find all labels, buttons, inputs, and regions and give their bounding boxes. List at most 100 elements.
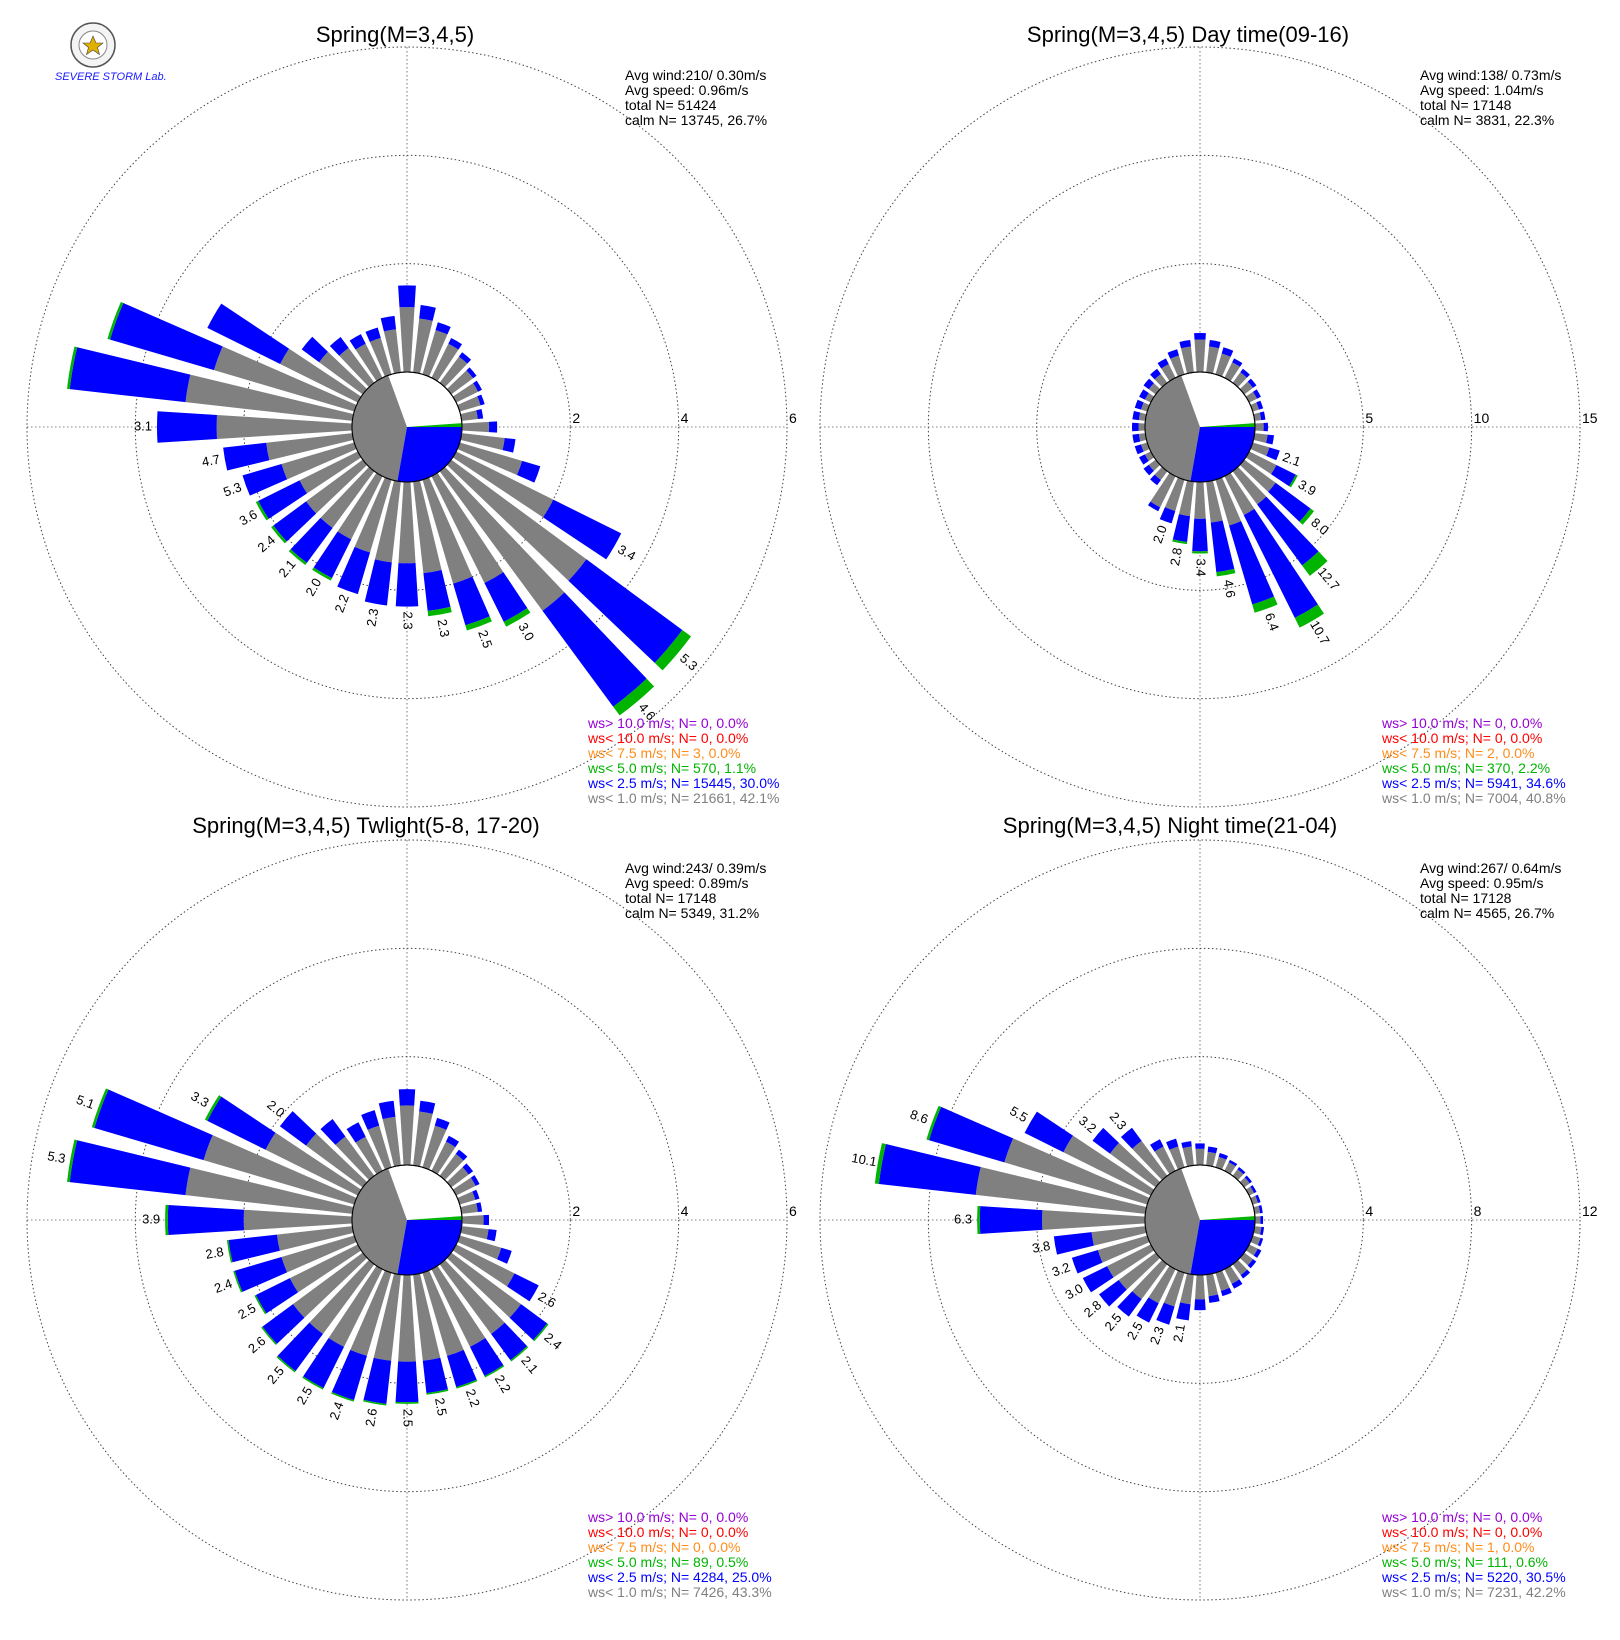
wind-bar-segment: [445, 1135, 460, 1148]
wind-bar-segment: [281, 1235, 357, 1273]
wind-bar-segment: [399, 307, 415, 373]
wind-bar-segment: [1245, 1186, 1255, 1196]
wind-bar-segment: [503, 608, 531, 627]
wind-bar-segment: [1176, 1302, 1191, 1321]
wind-bar-segment: [398, 285, 416, 308]
legend-entry: ws< 7.5 m/s; N= 2, 0.0%: [1381, 745, 1535, 761]
wind-bar-segment: [1256, 400, 1264, 410]
wind-bar-segment: [69, 347, 191, 403]
wind-bar-segment: [302, 1376, 324, 1390]
bar-label: 8.6: [908, 1107, 930, 1127]
wind-bar-segment: [1228, 521, 1275, 605]
wind-bar-segment: [1139, 454, 1149, 465]
wind-bar-segment: [337, 472, 383, 540]
wind-bar-segment: [1169, 1146, 1185, 1170]
wind-bar-segment: [329, 336, 349, 356]
wind-bar-segment: [1181, 1141, 1192, 1149]
stat-line: Avg wind:138/ 0.73m/s: [1420, 67, 1561, 83]
wind-bar-segment: [1159, 507, 1176, 524]
wind-bar-segment: [422, 1125, 447, 1170]
wind-bar-segment: [1218, 1152, 1228, 1160]
wind-bar-segment: [167, 1204, 244, 1236]
wind-bar-segment: [466, 367, 477, 379]
stat-line: total N= 17128: [1420, 890, 1512, 906]
wind-bar-segment: [1071, 1250, 1103, 1274]
wind-bar-segment: [1266, 434, 1275, 445]
wind-bar-segment: [1206, 346, 1220, 374]
wind-bar-segment: [213, 346, 357, 412]
wind-bar-segment: [1224, 472, 1255, 516]
bar-label: 3.4: [1194, 558, 1209, 576]
ring-label: 4: [681, 410, 689, 426]
wind-bar-segment: [439, 1153, 464, 1181]
windrose-panel-2: 5 10 152.13.98.012.710.76.44.63.42.82.0Spr…: [819, 22, 1598, 808]
bar-label: 6.4: [1262, 611, 1282, 633]
ring-circle: [26, 46, 788, 808]
legend-entry: ws< 10.0 m/s; N= 0, 0.0%: [1381, 1524, 1542, 1540]
wind-bar-segment: [484, 572, 528, 622]
wind-bar-segment: [1163, 1270, 1185, 1307]
wind-bar-segment: [1156, 1302, 1175, 1325]
wind-bar-segment: [460, 433, 505, 451]
bar-label: 2.3: [1147, 1324, 1167, 1346]
wind-bar-segment: [413, 318, 433, 374]
calm-sector-green: [407, 423, 462, 427]
bar-label: 2.5: [1124, 1319, 1146, 1342]
wind-bar-segment: [457, 1191, 476, 1205]
wind-bar-segment: [1154, 466, 1168, 480]
wind-bar-segment: [1228, 1159, 1238, 1167]
wind-bar-segment: [1024, 1111, 1073, 1153]
bar-label: 5.3: [221, 479, 243, 499]
wind-bar-segment: [395, 562, 419, 607]
ring-circle: [927, 154, 1473, 700]
wind-bar-segment: [1150, 472, 1176, 508]
wind-bar-segment: [1253, 1226, 1262, 1235]
wind-bar-segment: [1132, 1140, 1168, 1181]
calm-outline: [1144, 371, 1256, 483]
wind-bar-segment: [306, 459, 368, 514]
calm-sector-gray: [1144, 1168, 1200, 1275]
wind-bar-segment: [383, 329, 401, 374]
wind-bar-segment: [1206, 1151, 1217, 1167]
wind-bar-segment: [431, 1141, 456, 1175]
wind-bar-segment: [1245, 1244, 1258, 1256]
wind-bar-segment: [349, 334, 366, 350]
wind-bar-segment: [1166, 1138, 1179, 1150]
wind-bar-segment: [462, 1163, 474, 1175]
bar-label: 2.1: [1281, 449, 1303, 469]
wind-bar-segment: [1253, 433, 1268, 443]
wind-bar-segment: [382, 1116, 401, 1167]
wind-bar-segment: [1299, 508, 1315, 525]
wind-bar-segment: [1294, 604, 1324, 628]
ring-circle: [1036, 263, 1364, 591]
legend-entry: ws< 1.0 m/s; N= 7231, 42.2%: [1381, 1584, 1566, 1600]
wind-bar-segment: [510, 1346, 529, 1362]
wind-bar-segment: [299, 451, 362, 494]
wind-bar-segment: [319, 351, 368, 395]
lab-logo: SEVERE STORM Lab.: [55, 22, 167, 83]
wind-bar-segment: [1132, 433, 1141, 443]
legend-entry: ws< 1.0 m/s; N= 7004, 40.8%: [1381, 790, 1566, 806]
legend-entry: ws< 5.0 m/s; N= 89, 0.5%: [587, 1554, 748, 1570]
wind-bar-segment: [1134, 399, 1144, 410]
bar-label: 2.3: [363, 607, 381, 627]
wind-bar-segment: [446, 1252, 522, 1318]
wind-bar-segment: [1139, 389, 1149, 400]
legend-entry: ws> 10.0 m/s; N= 0, 0.0%: [1381, 715, 1542, 731]
wind-bar-segment: [476, 408, 484, 420]
wind-bar-segment: [242, 463, 288, 496]
wind-bar-segment: [223, 442, 270, 471]
wind-bar-segment: [1178, 480, 1194, 517]
bar-label: 5.3: [677, 650, 700, 673]
wind-bar-segment: [413, 1273, 441, 1361]
wind-bar-segment: [1097, 1235, 1150, 1263]
wind-bar-segment: [1042, 1210, 1146, 1230]
stat-line: total N= 17148: [1420, 97, 1512, 113]
bar-label: 3.4: [615, 542, 638, 564]
legend-entry: ws< 2.5 m/s; N= 15445, 30.0%: [587, 775, 779, 791]
wind-bar-segment: [422, 477, 473, 584]
wind-bar-segment: [374, 480, 401, 563]
wind-bar-segment: [255, 1278, 299, 1314]
bar-label: 3.9: [142, 1211, 160, 1226]
ring-label: 6: [789, 410, 797, 426]
